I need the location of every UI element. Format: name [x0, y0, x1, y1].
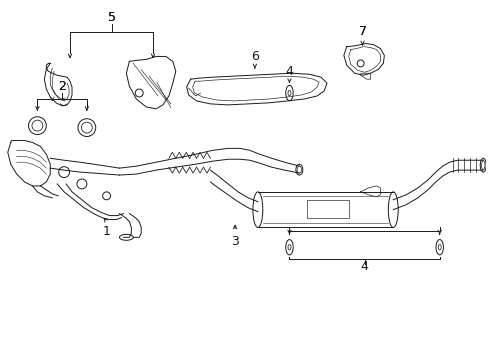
Text: 5: 5 — [107, 12, 115, 24]
Text: 5: 5 — [107, 12, 115, 24]
Text: 4: 4 — [285, 65, 293, 78]
Text: 3: 3 — [231, 235, 239, 248]
Text: 6: 6 — [250, 50, 258, 63]
Text: 7: 7 — [358, 25, 366, 38]
Text: 4: 4 — [360, 261, 368, 274]
Text: 2: 2 — [58, 80, 66, 93]
Text: 7: 7 — [358, 25, 366, 38]
Text: 2: 2 — [58, 80, 66, 93]
Text: 1: 1 — [102, 225, 110, 238]
